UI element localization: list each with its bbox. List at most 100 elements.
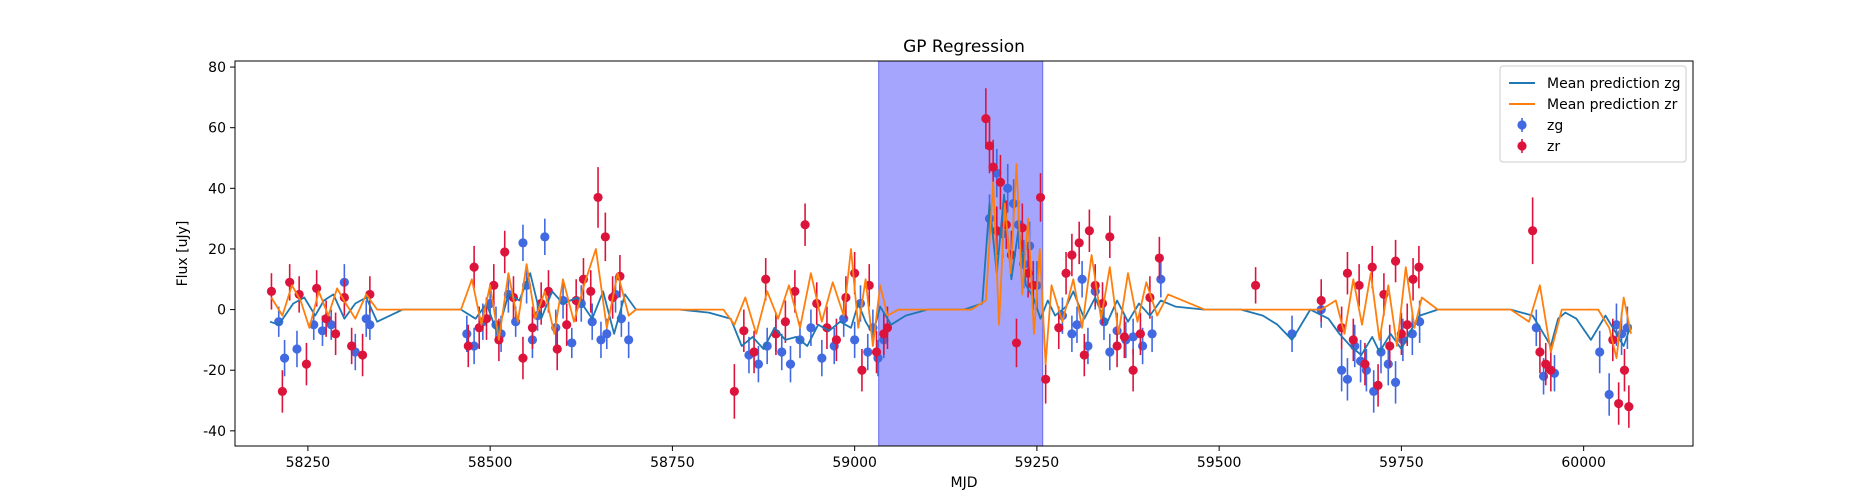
data-point: [1147, 329, 1157, 339]
data-point: [552, 344, 562, 354]
data-point: [863, 347, 873, 357]
data-point: [596, 335, 606, 345]
data-point: [1067, 250, 1077, 260]
data-point: [995, 177, 1006, 187]
data-point: [279, 353, 290, 363]
data-point: [1316, 295, 1326, 306]
axes-frame: [234, 60, 1694, 447]
data-point: [777, 347, 787, 357]
y-tick-label: 0: [217, 303, 226, 319]
data-point: [1390, 256, 1401, 266]
data-point: [317, 326, 328, 336]
series-zg-points: [274, 148, 1632, 416]
data-point: [850, 335, 860, 345]
data-point: [817, 353, 827, 363]
data-point: [1079, 350, 1089, 360]
data-point: [1611, 320, 1622, 330]
data-point: [266, 286, 277, 296]
data-point: [1528, 226, 1538, 236]
data-point: [1251, 280, 1261, 290]
data-point: [586, 286, 596, 296]
data-point: [593, 192, 603, 203]
y-axis-ticks: -40 -20 0 20 40 60 80: [203, 60, 235, 440]
data-point: [1084, 226, 1094, 236]
data-point: [1337, 365, 1347, 375]
x-axis-label: MJD: [951, 475, 978, 491]
y-tick-label: -20: [203, 363, 226, 379]
y-tick-label: 40: [208, 181, 226, 197]
data-point: [469, 262, 479, 272]
x-tick-label: 59000: [832, 455, 877, 471]
x-tick-label: 58500: [468, 455, 513, 471]
data-point: [1128, 332, 1138, 342]
legend-label: Mean prediction zr: [1547, 97, 1678, 113]
data-point: [339, 292, 349, 303]
data-point: [1614, 398, 1624, 409]
data-point: [326, 320, 336, 330]
data-point: [462, 329, 472, 339]
data-point: [500, 247, 510, 257]
data-point: [357, 350, 368, 360]
data-point: [780, 317, 790, 327]
data-point: [518, 353, 528, 363]
y-tick-label: 80: [208, 60, 226, 76]
x-tick-label: 58750: [650, 455, 695, 471]
data-point: [1360, 359, 1370, 369]
data-point: [1061, 268, 1071, 278]
legend-box: [1499, 65, 1687, 163]
data-point: [624, 335, 634, 345]
y-tick-label: -40: [203, 424, 226, 440]
data-point: [331, 329, 341, 339]
legend-marker-swatch: [1517, 120, 1527, 130]
shaded-region: [878, 61, 1043, 446]
x-tick-label: 59750: [1379, 455, 1424, 471]
x-tick-label: 59250: [1015, 455, 1060, 471]
data-point: [1041, 374, 1051, 384]
data-point: [1138, 341, 1148, 351]
data-point: [831, 335, 842, 345]
data-point: [857, 365, 867, 375]
data-point: [785, 359, 796, 369]
data-point: [1074, 238, 1084, 248]
data-point: [294, 289, 304, 300]
data-point: [312, 283, 322, 293]
data-point: [1135, 329, 1146, 339]
data-point: [800, 220, 810, 230]
data-point: [729, 386, 739, 397]
data-point: [1077, 274, 1087, 284]
data-point: [1011, 338, 1022, 348]
data-point: [1072, 320, 1082, 330]
data-point: [749, 347, 759, 357]
data-point: [527, 323, 538, 333]
data-point: [600, 232, 610, 242]
data-point: [753, 359, 764, 369]
data-point: [1402, 320, 1412, 330]
data-point: [1385, 341, 1395, 351]
data-point: [1354, 280, 1364, 290]
data-point: [1156, 274, 1166, 284]
data-point: [761, 274, 771, 284]
data-point: [1003, 183, 1013, 193]
data-point: [1348, 335, 1358, 345]
data-point: [1067, 329, 1077, 339]
data-point: [1624, 401, 1634, 412]
y-tick-label: 20: [208, 242, 226, 258]
legend-entry: Mean prediction zg: [1509, 76, 1681, 92]
data-point: [587, 317, 597, 327]
legend-label: zr: [1547, 139, 1560, 155]
data-point: [1595, 347, 1605, 357]
legend-label: zg: [1547, 118, 1563, 134]
data-point: [1054, 323, 1064, 333]
data-point: [1154, 253, 1164, 263]
data-point: [277, 386, 287, 397]
legend-entry: Mean prediction zr: [1509, 97, 1678, 113]
data-point: [489, 280, 499, 290]
data-point: [1619, 365, 1630, 375]
data-point: [540, 232, 550, 242]
data-point: [739, 326, 749, 336]
data-point: [1105, 232, 1115, 242]
data-point: [321, 314, 331, 324]
plot-area: [266, 61, 1634, 446]
data-point: [1342, 268, 1353, 278]
